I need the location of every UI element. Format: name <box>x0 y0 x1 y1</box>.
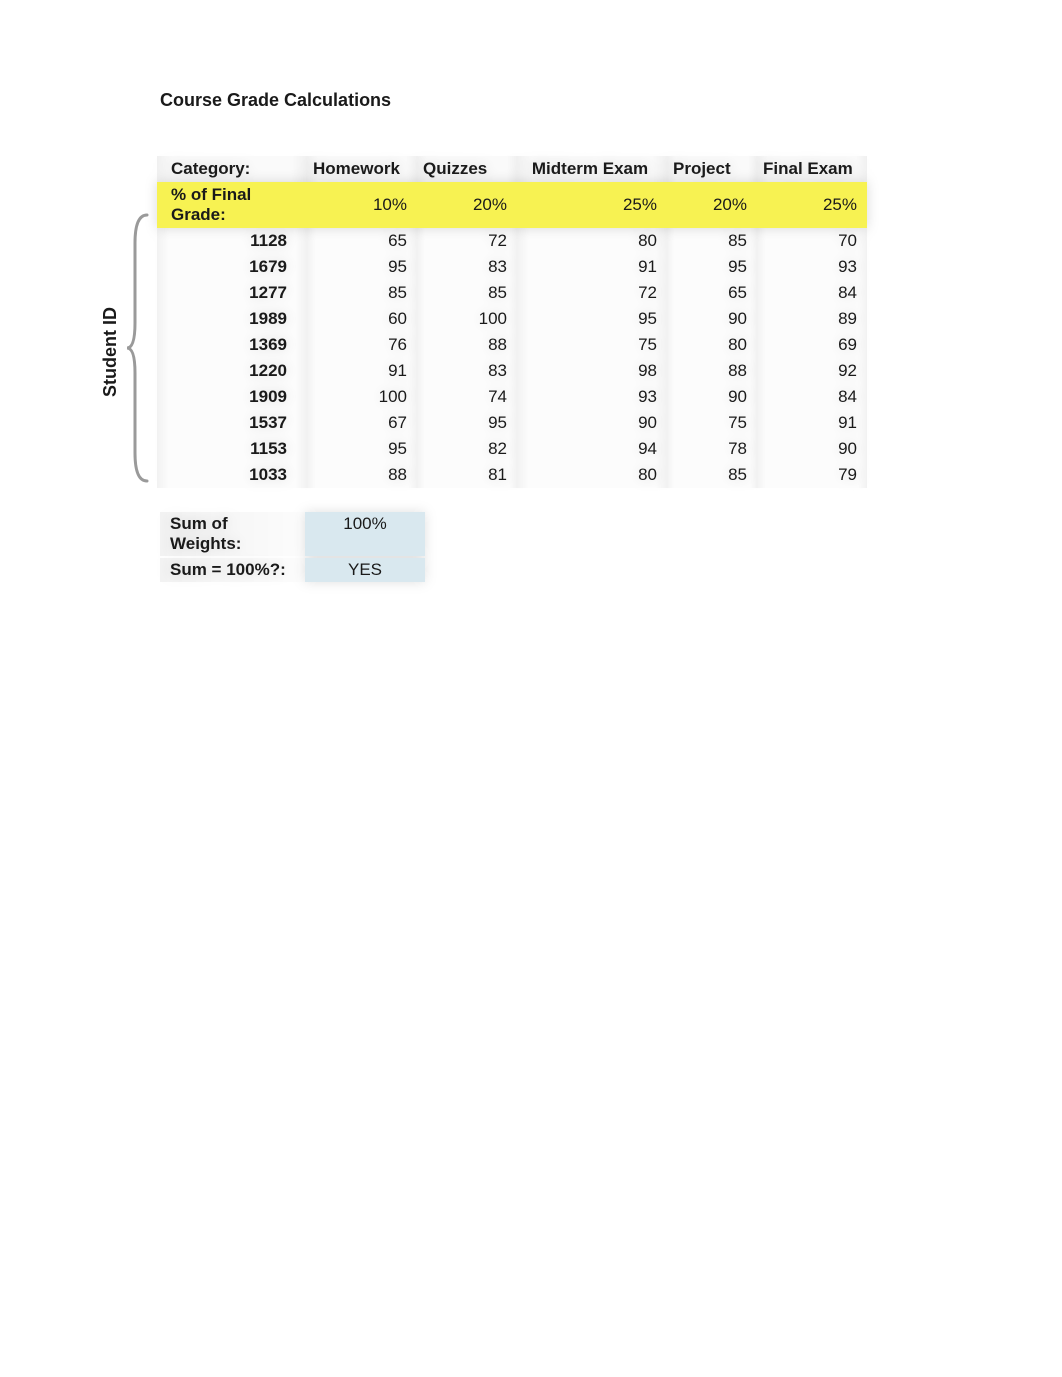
grade-cell: 76 <box>307 332 417 358</box>
grade-cell: 95 <box>417 410 517 436</box>
grade-cell: 89 <box>757 306 867 332</box>
table-row: 15376795907591 <box>157 410 867 436</box>
grade-cell: 83 <box>417 254 517 280</box>
grade-cell: 90 <box>757 436 867 462</box>
grade-cell: 88 <box>417 332 517 358</box>
grade-cell: 95 <box>517 306 667 332</box>
student-id-cell: 1128 <box>157 228 307 254</box>
table-row: 12209183988892 <box>157 358 867 384</box>
grade-cell: 91 <box>307 358 417 384</box>
grade-cell: 100 <box>417 306 517 332</box>
weight-project: 20% <box>667 182 757 228</box>
grade-cell: 95 <box>307 436 417 462</box>
grade-cell: 75 <box>667 410 757 436</box>
page-title: Course Grade Calculations <box>160 90 960 111</box>
weight-final: 25% <box>757 182 867 228</box>
col-project: Project <box>667 156 757 182</box>
col-quizzes: Quizzes <box>417 156 517 182</box>
weight-homework: 10% <box>307 182 417 228</box>
table-row: 11539582947890 <box>157 436 867 462</box>
student-id-cell: 1909 <box>157 384 307 410</box>
grade-cell: 95 <box>307 254 417 280</box>
summary-block: Sum of Weights: 100% Sum = 100%?: YES <box>160 512 960 582</box>
table-row: 10338881808579 <box>157 462 867 488</box>
grade-cell: 67 <box>307 410 417 436</box>
grade-cell: 90 <box>667 306 757 332</box>
grade-cell: 100 <box>307 384 417 410</box>
grades-table: Category: Homework Quizzes Midterm Exam … <box>157 156 867 488</box>
data-body: 1128657280857016799583919593127785857265… <box>157 228 867 488</box>
weight-quizzes: 20% <box>417 182 517 228</box>
grade-cell: 80 <box>517 228 667 254</box>
weight-midterm: 25% <box>517 182 667 228</box>
sum-check-label: Sum = 100%?: <box>160 558 305 582</box>
sum-of-weights-value: 100% <box>305 512 425 556</box>
table-row: 16799583919593 <box>157 254 867 280</box>
grade-cell: 90 <box>517 410 667 436</box>
table-row: 198960100959089 <box>157 306 867 332</box>
grade-cell: 78 <box>667 436 757 462</box>
grade-cell: 84 <box>757 280 867 306</box>
grade-cell: 91 <box>757 410 867 436</box>
grade-cell: 70 <box>757 228 867 254</box>
content-row: Student ID Category: Homework Quizzes Mi… <box>100 156 960 488</box>
bracket-icon <box>125 213 151 483</box>
student-id-cell: 1153 <box>157 436 307 462</box>
grade-cell: 85 <box>667 462 757 488</box>
grade-cell: 93 <box>517 384 667 410</box>
grade-cell: 85 <box>307 280 417 306</box>
col-homework: Homework <box>307 156 417 182</box>
weight-label: % of Final Grade: <box>157 182 307 228</box>
student-id-cell: 1369 <box>157 332 307 358</box>
student-id-cell: 1989 <box>157 306 307 332</box>
grade-cell: 83 <box>417 358 517 384</box>
table-row: 190910074939084 <box>157 384 867 410</box>
table-row: 13697688758069 <box>157 332 867 358</box>
grade-cell: 90 <box>667 384 757 410</box>
grade-cell: 79 <box>757 462 867 488</box>
grade-cell: 98 <box>517 358 667 384</box>
grade-cell: 88 <box>307 462 417 488</box>
grade-cell: 65 <box>667 280 757 306</box>
grade-cell: 85 <box>417 280 517 306</box>
grade-cell: 80 <box>667 332 757 358</box>
sum-check-value: YES <box>305 558 425 582</box>
grades-table-wrapper: Category: Homework Quizzes Midterm Exam … <box>157 156 867 488</box>
grade-cell: 72 <box>517 280 667 306</box>
grade-cell: 72 <box>417 228 517 254</box>
grade-cell: 80 <box>517 462 667 488</box>
student-id-cell: 1220 <box>157 358 307 384</box>
page: Course Grade Calculations Student ID Cat… <box>100 90 960 582</box>
grade-cell: 65 <box>307 228 417 254</box>
table-row: 12778585726584 <box>157 280 867 306</box>
student-id-cell: 1537 <box>157 410 307 436</box>
grade-cell: 82 <box>417 436 517 462</box>
student-id-cell: 1679 <box>157 254 307 280</box>
grade-cell: 74 <box>417 384 517 410</box>
grade-cell: 85 <box>667 228 757 254</box>
student-id-cell: 1033 <box>157 462 307 488</box>
grade-cell: 60 <box>307 306 417 332</box>
grade-cell: 94 <box>517 436 667 462</box>
grade-cell: 95 <box>667 254 757 280</box>
student-id-cell: 1277 <box>157 280 307 306</box>
weights-row: % of Final Grade: 10% 20% 25% 20% 25% <box>157 182 867 228</box>
grade-cell: 69 <box>757 332 867 358</box>
student-id-side-label: Student ID <box>100 303 121 401</box>
grade-cell: 81 <box>417 462 517 488</box>
sum-of-weights-label: Sum of Weights: <box>160 512 305 556</box>
col-final: Final Exam <box>757 156 867 182</box>
category-header-row: Category: Homework Quizzes Midterm Exam … <box>157 156 867 182</box>
grade-cell: 93 <box>757 254 867 280</box>
table-row: 11286572808570 <box>157 228 867 254</box>
grade-cell: 75 <box>517 332 667 358</box>
grade-cell: 92 <box>757 358 867 384</box>
grade-cell: 91 <box>517 254 667 280</box>
col-midterm: Midterm Exam <box>517 156 667 182</box>
grade-cell: 84 <box>757 384 867 410</box>
category-label: Category: <box>157 156 307 182</box>
grade-cell: 88 <box>667 358 757 384</box>
